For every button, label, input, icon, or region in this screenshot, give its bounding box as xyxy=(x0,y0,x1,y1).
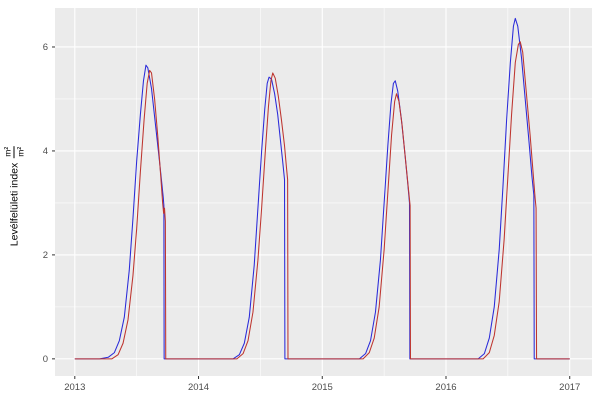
panel-background xyxy=(55,8,592,376)
y-tick-label: 0 xyxy=(43,354,48,365)
y-tick-label: 6 xyxy=(43,42,48,53)
y-tick-label: 2 xyxy=(43,250,48,261)
y-axis-title-text: Levélfelületi index xyxy=(8,162,20,247)
x-tick-label: 2016 xyxy=(435,382,456,393)
series-line-measured-red xyxy=(74,41,570,360)
series-layer xyxy=(74,17,570,360)
x-tick-label: 2017 xyxy=(559,382,580,393)
axis-layer: 2013 2014 2015 2016 2017 0 2 4 6 xyxy=(43,42,581,393)
y-axis-unit-numerator: m² xyxy=(2,145,15,158)
y-axis-title: Levélfelületi index m² m² xyxy=(2,145,25,247)
x-tick-label: 2013 xyxy=(64,382,85,393)
x-tick-label: 2015 xyxy=(312,382,333,393)
y-axis-unit-denominator: m² xyxy=(15,146,25,157)
y-tick-label: 4 xyxy=(43,146,48,157)
y-axis-unit-fraction: m² m² xyxy=(2,145,25,158)
panel-layer xyxy=(55,8,592,376)
x-tick-label: 2014 xyxy=(188,382,209,393)
